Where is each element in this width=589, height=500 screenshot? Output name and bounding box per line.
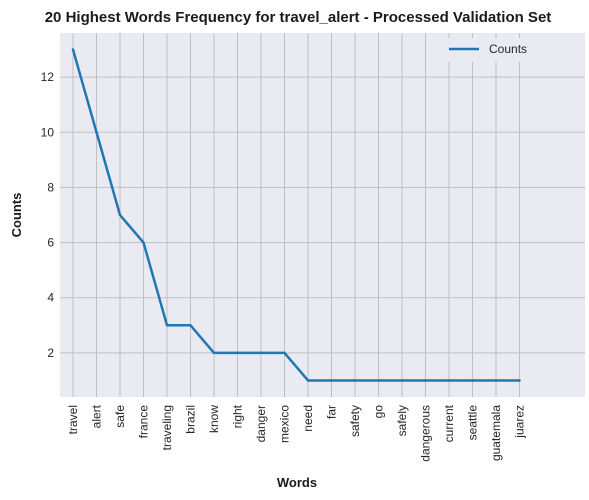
- plot-area: [60, 33, 585, 397]
- x-tick-label: know: [207, 405, 221, 433]
- x-tick-label: seattle: [466, 405, 480, 441]
- data-point: [259, 351, 263, 355]
- x-tick-label: juarez: [513, 405, 527, 439]
- x-tick-label: brazil: [184, 405, 198, 434]
- x-tick-label: traveling: [160, 405, 174, 450]
- data-point: [494, 379, 498, 382]
- data-point: [71, 48, 75, 51]
- x-tick-label: dangerous: [419, 405, 433, 462]
- x-tick-label: go: [372, 405, 386, 419]
- x-tick-label: need: [301, 405, 315, 432]
- data-point: [95, 131, 98, 134]
- grid: [60, 33, 585, 397]
- x-tick-label: france: [137, 405, 151, 439]
- series-line: [71, 48, 521, 382]
- y-tick-label: 10: [41, 125, 55, 139]
- legend: Counts: [444, 38, 536, 62]
- y-tick-label: 2: [47, 346, 54, 360]
- data-point: [400, 379, 404, 382]
- y-tick-label: 12: [41, 70, 55, 84]
- data-point: [424, 379, 427, 382]
- x-tick-label: current: [442, 404, 456, 442]
- data-point: [471, 379, 474, 382]
- x-axis-ticks: travel alert safe france traveling brazil know…: [66, 404, 527, 461]
- data-point: [236, 351, 239, 355]
- x-tick-label: safe: [113, 405, 127, 428]
- y-axis-label: Counts: [9, 193, 24, 238]
- legend-label: Counts: [489, 42, 527, 56]
- x-axis-label: Words: [277, 475, 317, 490]
- data-point: [447, 379, 451, 382]
- data-point: [283, 351, 286, 355]
- data-point: [518, 379, 521, 382]
- data-point: [142, 241, 145, 244]
- data-point: [306, 379, 310, 382]
- x-tick-label: guatemala: [489, 405, 503, 461]
- y-tick-label: 6: [47, 236, 54, 250]
- x-tick-label: travel: [66, 405, 80, 434]
- data-point: [189, 324, 192, 327]
- data-point: [165, 324, 169, 327]
- y-tick-label: 8: [47, 180, 54, 194]
- y-axis-ticks: 2 4 6 8 10 12: [41, 70, 55, 360]
- x-tick-label: far: [325, 405, 339, 419]
- x-tick-label: safety: [348, 405, 362, 437]
- x-tick-label: right: [231, 404, 245, 428]
- x-tick-label: danger: [254, 405, 268, 442]
- x-tick-label: safely: [395, 405, 409, 436]
- data-point: [212, 351, 216, 355]
- series-layer: [71, 48, 521, 382]
- data-point: [330, 379, 333, 382]
- data-point: [377, 379, 380, 382]
- x-tick-label: mexico: [278, 405, 292, 443]
- y-tick-label: 4: [47, 291, 54, 305]
- legend-box: [444, 38, 536, 62]
- data-point: [118, 213, 122, 217]
- x-tick-label: alert: [90, 404, 104, 428]
- data-point: [353, 379, 357, 382]
- chart-title: 20 Highest Words Frequency for travel_al…: [45, 9, 552, 26]
